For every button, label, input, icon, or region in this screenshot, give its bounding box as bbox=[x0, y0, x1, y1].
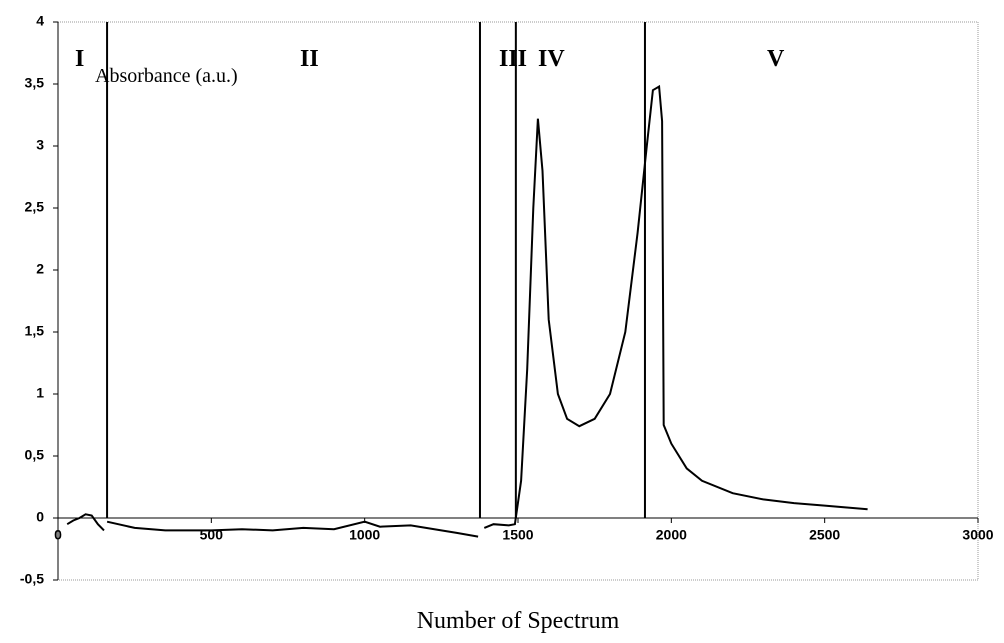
data-line bbox=[66, 84, 868, 538]
y-tick-label: 4 bbox=[36, 13, 44, 29]
region-label: III bbox=[499, 46, 527, 72]
region-label: V bbox=[767, 46, 785, 72]
x-tick-label: 1500 bbox=[502, 527, 533, 543]
y-tick-label: 1 bbox=[36, 385, 44, 401]
y-tick-label: 3,5 bbox=[25, 75, 45, 91]
x-axis-label: Number of Spectrum bbox=[417, 608, 620, 634]
region-label: IV bbox=[538, 46, 565, 72]
y-tick-label: 2 bbox=[36, 261, 44, 277]
x-tick-label: 2500 bbox=[809, 527, 840, 543]
x-tick-label: 2000 bbox=[656, 527, 687, 543]
x-tick-label: 1000 bbox=[349, 527, 380, 543]
region-label: II bbox=[300, 46, 319, 72]
y-tick-label: 2,5 bbox=[25, 199, 45, 215]
y-tick-label: -0,5 bbox=[20, 571, 44, 587]
region-label: I bbox=[75, 46, 84, 72]
y-tick-label: 3 bbox=[36, 137, 44, 153]
y-tick-label: 0 bbox=[36, 509, 44, 525]
x-tick-label: 0 bbox=[54, 527, 62, 543]
y-tick-label: 0,5 bbox=[25, 447, 45, 463]
y-axis-label: Absorbance (a.u.) bbox=[95, 65, 238, 87]
x-tick-label: 3000 bbox=[962, 527, 993, 543]
y-tick-label: 1,5 bbox=[25, 323, 45, 339]
